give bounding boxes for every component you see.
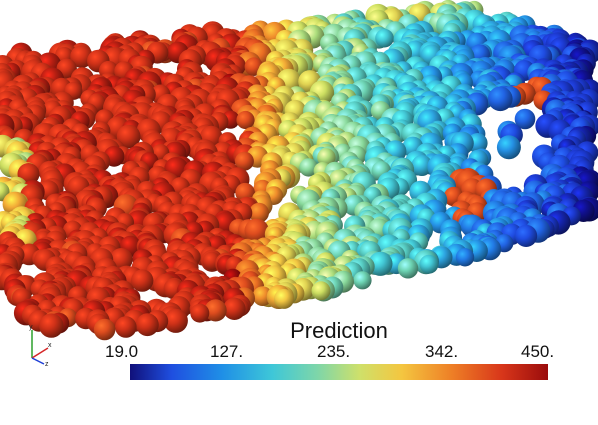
particle-sphere: [190, 303, 210, 323]
particle-sphere: [234, 151, 254, 171]
colorbar-tick-label: 235.: [317, 342, 351, 361]
orientation-axes-icon: y x z: [29, 324, 52, 366]
particle-sphere: [368, 251, 393, 276]
particle-group: [0, 0, 598, 341]
colorbar-tick-label: 127.: [210, 342, 244, 361]
particle-sphere: [116, 124, 141, 149]
particle-sphere: [274, 288, 294, 309]
colorbar-tick-label: 19.0: [105, 342, 139, 361]
colorbar-tick-label: 342.: [425, 342, 459, 361]
particle-sphere: [455, 248, 475, 267]
particle-sphere: [353, 271, 372, 290]
axis-y-label: y: [29, 324, 33, 331]
particle-sphere: [299, 158, 318, 177]
particle-sphere: [249, 202, 269, 223]
axis-z-label: z: [45, 361, 49, 366]
particle-sphere: [317, 148, 336, 167]
particle-sphere: [136, 313, 159, 337]
particle-sphere: [115, 316, 137, 338]
particle-sphere: [515, 224, 538, 247]
colorbar-tick-label: 450.: [521, 342, 555, 361]
colorbar-gradient: [130, 364, 548, 380]
particle-sphere: [204, 299, 227, 322]
axis-x-label: x: [48, 342, 52, 349]
particle-sphere: [131, 269, 154, 292]
particle-sphere: [488, 86, 513, 112]
particle-sphere: [39, 313, 64, 338]
particle-sphere: [311, 281, 331, 301]
particle-sphere: [419, 254, 439, 274]
particle-sphere: [163, 308, 188, 333]
particle-sphere: [236, 110, 255, 130]
particle-sphere: [397, 258, 419, 279]
particle-sphere: [514, 108, 536, 130]
colorbar-title: Prediction: [290, 318, 388, 343]
particle-sphere: [375, 28, 394, 48]
particle-sphere: [223, 297, 246, 320]
particle-sphere: [496, 135, 521, 160]
particle-sphere: [93, 318, 116, 341]
particle-sphere: [244, 218, 269, 243]
particle-sphere: [411, 155, 433, 176]
